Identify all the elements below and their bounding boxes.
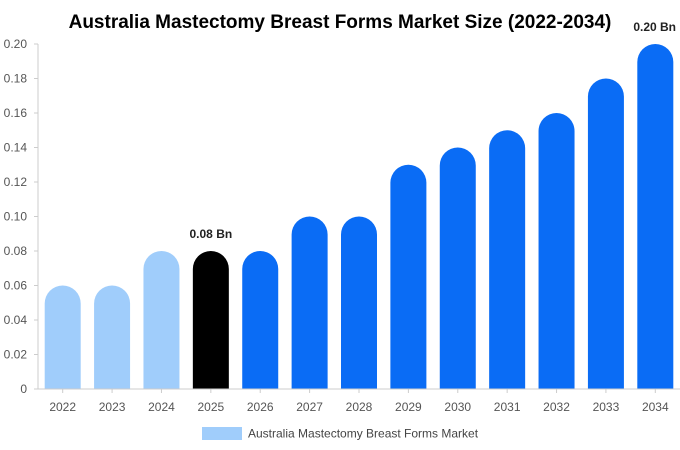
y-tick-label: 0.02 xyxy=(4,348,28,362)
x-tick-label: 2026 xyxy=(247,400,274,414)
y-tick-label: 0.14 xyxy=(4,141,28,155)
bar-2030 xyxy=(439,147,476,389)
bar-2031 xyxy=(489,130,526,389)
bar-2023 xyxy=(94,285,131,389)
bar-2029 xyxy=(390,164,427,389)
bar-2024 xyxy=(143,251,180,389)
legend-label: Australia Mastectomy Breast Forms Market xyxy=(248,427,479,441)
x-tick-label: 2032 xyxy=(543,400,570,414)
y-tick-label: 0.16 xyxy=(4,106,28,120)
legend-swatch xyxy=(202,427,242,440)
bar-2032 xyxy=(538,113,575,389)
bar-2033 xyxy=(587,78,624,389)
data-label-2025: 0.08 Bn xyxy=(190,227,233,241)
x-tick-label: 2029 xyxy=(395,400,422,414)
x-tick-label: 2031 xyxy=(494,400,521,414)
bar-2026 xyxy=(242,251,279,389)
y-tick-label: 0 xyxy=(20,382,27,396)
x-tick-label: 2025 xyxy=(197,400,224,414)
y-tick-label: 0.20 xyxy=(4,37,28,51)
x-axis: 2022 2023 2024 2025 2026 2027 2028 2029 2030 2031… xyxy=(38,388,680,414)
y-tick-label: 0.04 xyxy=(4,313,28,327)
data-label-2034: 0.20 Bn xyxy=(633,20,676,34)
x-tick-label: 2028 xyxy=(346,400,373,414)
x-tick-label: 2033 xyxy=(593,400,620,414)
x-tick-label: 2023 xyxy=(99,400,126,414)
data-labels: 0.08 Bn 0.20 Bn xyxy=(190,20,676,241)
y-tick-label: 0.06 xyxy=(4,279,28,293)
y-axis: 0 0.02 0.04 0.06 0.08 0.10 0.12 0.14 0.16 0.18 0.2… xyxy=(4,37,39,396)
x-tick-label: 2022 xyxy=(49,400,76,414)
x-tick-label: 2034 xyxy=(642,400,669,414)
y-tick-label: 0.18 xyxy=(4,72,28,86)
bar-2034 xyxy=(637,44,674,389)
x-tick-label: 2027 xyxy=(296,400,323,414)
y-tick-label: 0.12 xyxy=(4,175,28,189)
bar-2027 xyxy=(291,216,328,389)
y-tick-label: 0.10 xyxy=(4,210,28,224)
chart-title: Australia Mastectomy Breast Forms Market… xyxy=(69,12,612,33)
bar-2022 xyxy=(44,285,81,389)
y-tick-label: 0.08 xyxy=(4,244,28,258)
x-tick-label: 2030 xyxy=(444,400,471,414)
x-tick-label: 2024 xyxy=(148,400,175,414)
bar-2028 xyxy=(341,216,377,389)
bar-2025 xyxy=(192,251,229,389)
legend[interactable]: Australia Mastectomy Breast Forms Market xyxy=(202,427,479,441)
bars xyxy=(44,44,674,389)
